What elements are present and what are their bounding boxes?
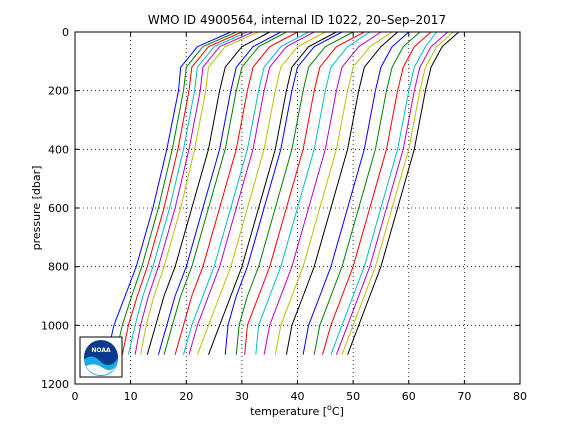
profile-line-25 xyxy=(330,31,437,355)
x-tick-label: 50 xyxy=(346,390,360,403)
profile-line-28 xyxy=(347,31,460,355)
profile-line-14 xyxy=(208,31,337,355)
profile-line-20 xyxy=(274,31,393,355)
profile-line-24 xyxy=(322,31,432,355)
profile-line-18 xyxy=(255,31,371,355)
x-tick-label: 0 xyxy=(72,390,79,403)
profile-line-11 xyxy=(183,31,309,355)
profile-line-2 xyxy=(115,31,237,355)
profile-line-3 xyxy=(121,31,243,355)
profile-line-7 xyxy=(146,31,270,355)
y-tick-label: 1000 xyxy=(41,319,69,332)
profile-line-10 xyxy=(174,31,298,355)
x-tick-label: 20 xyxy=(179,390,193,403)
profile-line-27 xyxy=(341,31,454,355)
y-tick-label: 800 xyxy=(48,261,69,274)
profile-line-5 xyxy=(134,31,254,355)
profile-line-19 xyxy=(263,31,382,355)
profile-line-21 xyxy=(285,31,398,355)
x-tick-label: 40 xyxy=(291,390,305,403)
y-tick-label: 0 xyxy=(62,26,69,39)
x-tick-label: 60 xyxy=(402,390,416,403)
x-tick-label: 10 xyxy=(124,390,138,403)
chart-title: WMO ID 4900564, internal ID 1022, 20–Sep… xyxy=(148,13,446,27)
profile-line-9 xyxy=(163,31,287,355)
logo-wave-highlight xyxy=(86,364,116,375)
profile-line-13 xyxy=(196,31,326,355)
y-axis-label: pressure [dbar] xyxy=(30,166,43,251)
noaa-logo: NOAA xyxy=(79,336,123,378)
y-tick-label: 600 xyxy=(48,202,69,215)
profile-line-4 xyxy=(127,31,248,355)
y-tick-label: 1200 xyxy=(41,378,69,391)
logo-text: NOAA xyxy=(91,347,111,354)
profile-line-22 xyxy=(302,31,410,355)
profile-line-23 xyxy=(313,31,421,355)
profile-line-6 xyxy=(140,31,259,355)
profile-line-15 xyxy=(224,31,343,355)
profile-line-26 xyxy=(335,31,449,355)
y-tick-label: 200 xyxy=(48,85,69,98)
profile-line-16 xyxy=(235,31,354,355)
x-tick-label: 70 xyxy=(457,390,471,403)
series-group xyxy=(106,31,460,355)
y-tick-label: 400 xyxy=(48,143,69,156)
x-tick-label: 80 xyxy=(513,390,527,403)
profile-line-1 xyxy=(106,31,232,355)
profile-line-12 xyxy=(188,31,315,355)
x-axis-label: temperature [oC] xyxy=(250,403,344,418)
x-tick-label: 30 xyxy=(235,390,249,403)
profile-line-8 xyxy=(157,31,282,355)
profile-line-17 xyxy=(244,31,365,355)
